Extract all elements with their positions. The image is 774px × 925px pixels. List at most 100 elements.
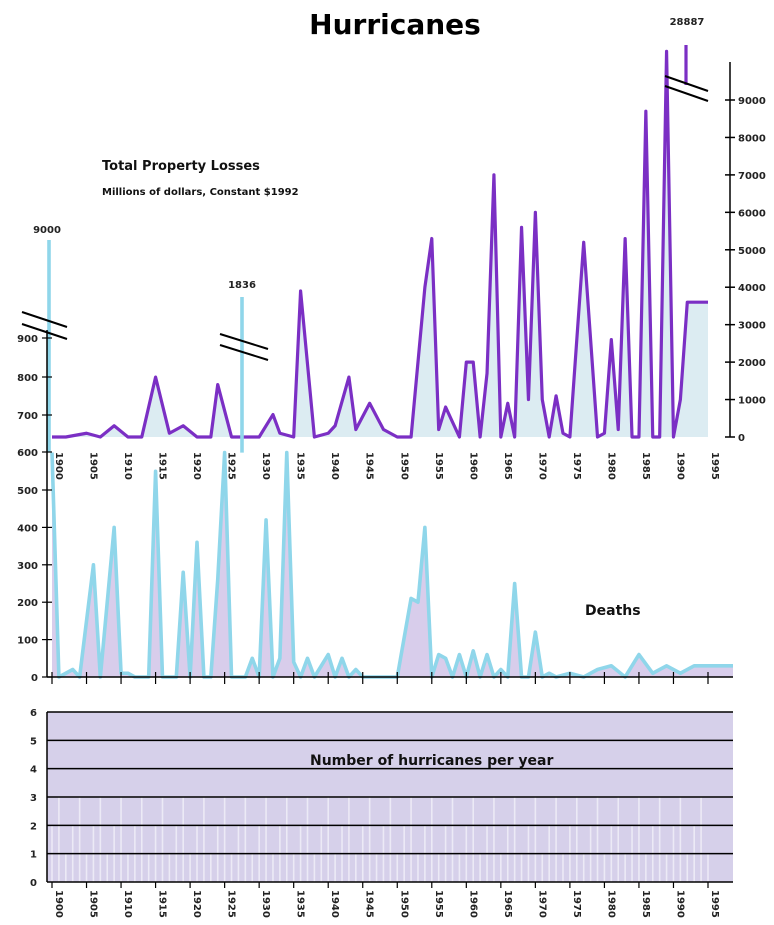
losses-x-tick-label: 1970 (536, 452, 547, 480)
count-bar (520, 853, 523, 882)
count-bar (306, 797, 309, 882)
count-x-tick-label: 1950 (398, 890, 409, 918)
losses-y-tick-label: 2000 (738, 358, 766, 369)
count-bar (85, 853, 88, 882)
count-bar (313, 853, 316, 882)
count-bar (479, 853, 481, 882)
count-bar (555, 797, 557, 882)
losses-x-tick-label: 1985 (640, 452, 651, 480)
count-bar (582, 853, 585, 882)
count-bar (272, 853, 274, 882)
count-x-tick-label: 1915 (157, 890, 168, 918)
count-bar (375, 853, 378, 882)
count-bar (265, 797, 267, 882)
losses-x-tick-label: 1940 (329, 452, 340, 480)
count-x-tick-label: 1960 (467, 890, 478, 918)
count-y-tick-label: 0 (30, 878, 37, 889)
count-bar (665, 853, 668, 882)
count-x-tick-label: 1930 (260, 890, 271, 918)
deaths-y-tick-label: 200 (17, 598, 38, 609)
count-y-tick-label: 3 (30, 793, 37, 804)
count-x-tick-label: 1985 (640, 890, 651, 918)
losses-x-tick-label: 1920 (191, 452, 202, 480)
losses-y-tick-label: 0 (738, 433, 745, 444)
losses-y-tick-label: 3000 (738, 321, 766, 332)
count-bar (658, 797, 661, 882)
count-bar (147, 853, 150, 882)
axis-break-mark (219, 344, 269, 361)
losses-x-tick-label: 1945 (364, 452, 375, 480)
count-bar (106, 853, 109, 882)
losses-y-tick-label: 9000 (738, 96, 766, 107)
deaths-y-tick-label: 400 (17, 523, 38, 534)
count-x-tick-label: 1970 (536, 890, 547, 918)
losses-x-tick-label: 1980 (605, 452, 616, 480)
count-bar (140, 797, 143, 882)
count-x-tick-label: 1910 (122, 890, 133, 918)
count-bar (700, 797, 702, 882)
losses-subtitle: Millions of dollars, Constant $1992 (102, 187, 299, 198)
losses-x-tick-label: 1930 (260, 452, 271, 480)
count-bar (223, 797, 226, 882)
count-bar (334, 853, 336, 882)
count-bar (292, 853, 295, 882)
deaths-y-tick-label: 800 (17, 373, 38, 384)
deaths-y-tick-label: 300 (17, 561, 38, 572)
count-x-tick-label: 1995 (709, 890, 720, 918)
losses-x-tick-label: 1950 (398, 452, 409, 480)
count-bar (624, 853, 626, 882)
deaths-panel: 0 100 200 300 400 500 600 700 800 900 1900 1905 1910… (17, 240, 733, 684)
count-x-tick-label: 1940 (329, 890, 340, 918)
figure-title: Hurricanes (309, 8, 481, 41)
count-bar (410, 797, 412, 882)
count-x-tick-label: 1990 (674, 890, 685, 918)
count-bar (562, 853, 564, 882)
count-x-tick-label: 1920 (191, 890, 202, 918)
losses-y-tick-label: 8000 (738, 133, 766, 144)
count-bar (120, 797, 122, 882)
count-bar (210, 853, 212, 882)
losses-y-tick-label: 5000 (738, 246, 766, 257)
losses-line (52, 49, 708, 439)
deaths-y-tick-label: 900 (17, 334, 38, 345)
count-bar (603, 853, 606, 882)
loss-annotation-1992: 28887 (670, 17, 705, 28)
losses-y-tick-label: 6000 (738, 208, 766, 219)
deaths-y-tick-label: 500 (17, 486, 38, 497)
count-y-tick-label: 6 (30, 708, 37, 719)
count-bar (230, 853, 233, 882)
losses-x-tick-label: 1905 (88, 452, 99, 480)
count-bar (65, 853, 67, 882)
count-bar (617, 797, 620, 882)
axis-break-mark (664, 75, 709, 92)
axis-break-mark (21, 323, 68, 340)
axis-break-mark (219, 333, 269, 350)
count-title: Number of hurricanes per year (310, 753, 553, 769)
count-bar (541, 853, 544, 882)
count-bar (576, 797, 578, 882)
count-bar (182, 797, 184, 882)
count-bar (251, 853, 254, 882)
count-x-tick-label: 1965 (502, 890, 513, 918)
count-bar (493, 797, 495, 882)
count-bar (327, 797, 330, 882)
count-bar (679, 797, 682, 882)
hurricane-count-panel: 0 1 2 3 4 5 6 1900 1905 1910 1915 1920 1925 1930 1935 1… (30, 708, 733, 918)
count-bar (534, 797, 537, 882)
losses-title: Total Property Losses (102, 159, 260, 174)
count-x-tick-label: 1955 (433, 890, 444, 918)
losses-x-tick-label: 1910 (122, 452, 133, 480)
loss-annotation-1928: 1836 (228, 280, 256, 291)
losses-x-tick-label: 1995 (709, 452, 720, 480)
losses-x-tick-label: 1990 (674, 452, 685, 480)
losses-x-tick-label: 1955 (433, 452, 444, 480)
count-bar (451, 797, 454, 882)
losses-x-tick-label: 1975 (571, 452, 582, 480)
count-bar (430, 797, 433, 882)
count-bar (127, 853, 129, 882)
count-bar (417, 853, 419, 882)
count-bar (99, 797, 102, 882)
count-bar (645, 853, 647, 882)
losses-y-tick-label: 1000 (738, 396, 766, 407)
